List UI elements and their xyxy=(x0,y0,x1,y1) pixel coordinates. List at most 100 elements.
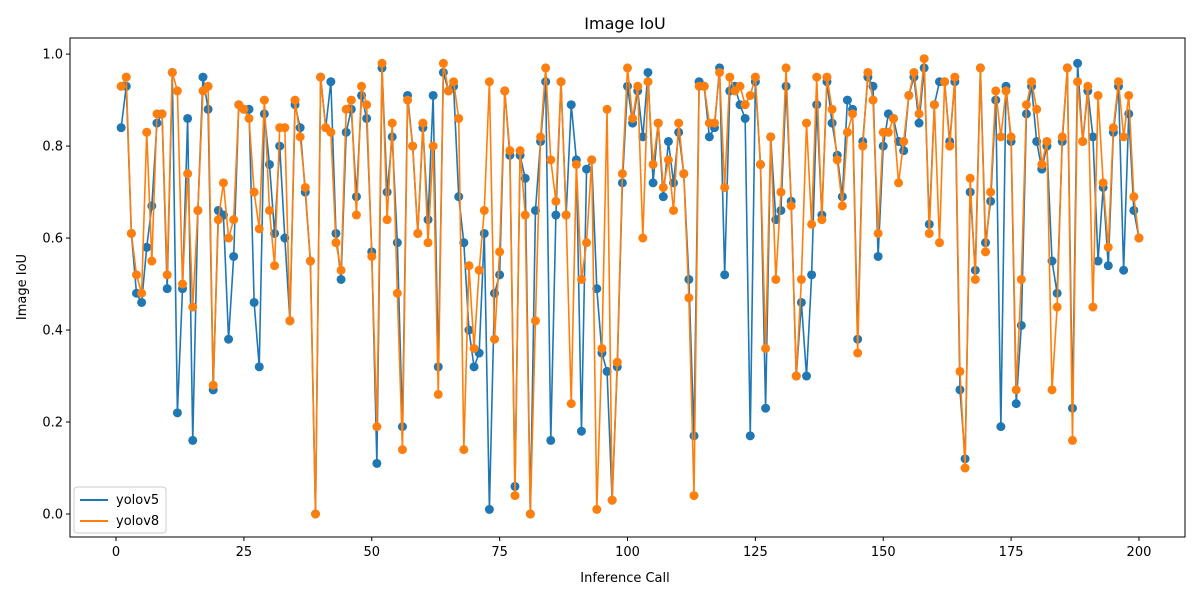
point-yolov8-118 xyxy=(715,67,725,77)
point-yolov8-141 xyxy=(832,155,842,165)
point-yolov8-130 xyxy=(776,187,786,197)
point-yolov5-194 xyxy=(1103,261,1113,271)
point-yolov8-171 xyxy=(986,187,996,197)
x-tick-label-75: 75 xyxy=(491,545,508,560)
point-yolov8-31 xyxy=(270,261,280,271)
point-yolov5-70 xyxy=(469,362,479,372)
point-yolov8-174 xyxy=(1001,86,1011,96)
point-yolov8-120 xyxy=(725,72,735,82)
point-yolov8-198 xyxy=(1124,90,1134,100)
point-yolov5-154 xyxy=(899,146,909,156)
point-yolov5-23 xyxy=(229,251,239,261)
point-yolov5-92 xyxy=(582,164,592,174)
point-yolov5-96 xyxy=(602,366,612,376)
point-yolov8-111 xyxy=(679,169,689,179)
point-yolov8-5 xyxy=(137,288,147,298)
point-yolov8-47 xyxy=(351,210,361,220)
point-yolov8-3 xyxy=(126,228,136,238)
x-tick-label-0: 0 xyxy=(112,545,120,560)
point-yolov5-55 xyxy=(392,238,402,248)
point-yolov8-182 xyxy=(1042,136,1052,146)
point-yolov8-184 xyxy=(1052,302,1062,312)
point-yolov5-134 xyxy=(796,297,806,307)
point-yolov5-143 xyxy=(842,95,852,105)
y-tick-label-2: 0.4 xyxy=(42,324,63,339)
x-tick-label-175: 175 xyxy=(999,545,1024,560)
point-yolov8-109 xyxy=(669,205,679,215)
x-tick-label-200: 200 xyxy=(1127,545,1152,560)
point-yolov8-163 xyxy=(945,141,955,151)
point-yolov5-94 xyxy=(592,284,602,294)
legend-label-yolov8: yolov8 xyxy=(116,514,159,529)
x-tick-label-150: 150 xyxy=(871,545,896,560)
point-yolov5-86 xyxy=(551,210,561,220)
point-yolov5-5 xyxy=(137,297,147,307)
legend: yolov5 yolov8 xyxy=(73,486,167,534)
point-yolov8-104 xyxy=(643,77,653,87)
point-yolov8-66 xyxy=(449,77,459,87)
point-yolov5-192 xyxy=(1093,256,1103,266)
point-yolov5-62 xyxy=(428,90,438,100)
point-yolov5-116 xyxy=(704,132,714,142)
point-yolov5-89 xyxy=(566,100,576,110)
point-yolov8-55 xyxy=(392,288,402,298)
point-yolov8-197 xyxy=(1119,132,1129,142)
point-yolov8-23 xyxy=(229,215,239,225)
point-yolov8-70 xyxy=(469,343,479,353)
point-yolov8-52 xyxy=(377,58,387,68)
point-yolov8-102 xyxy=(633,81,643,91)
point-yolov5-107 xyxy=(658,192,668,202)
point-yolov5-104 xyxy=(643,67,653,77)
point-yolov5-197 xyxy=(1119,265,1129,275)
point-yolov8-60 xyxy=(418,118,428,128)
point-yolov8-172 xyxy=(991,86,1001,96)
point-yolov8-29 xyxy=(259,95,269,105)
point-yolov8-90 xyxy=(571,159,581,169)
point-yolov8-91 xyxy=(576,274,586,284)
point-yolov5-130 xyxy=(776,205,786,215)
point-yolov5-136 xyxy=(807,270,817,280)
point-yolov8-190 xyxy=(1083,81,1093,91)
point-yolov8-12 xyxy=(172,86,182,96)
point-yolov8-108 xyxy=(663,155,673,165)
point-yolov8-101 xyxy=(628,113,638,123)
point-yolov8-143 xyxy=(842,127,852,137)
point-yolov5-127 xyxy=(761,403,771,413)
y-axis-label: Image IoU xyxy=(15,254,30,320)
point-yolov8-149 xyxy=(873,228,883,238)
point-yolov5-68 xyxy=(459,238,469,248)
point-yolov8-194 xyxy=(1103,242,1113,252)
point-yolov8-129 xyxy=(771,274,781,284)
point-yolov8-49 xyxy=(362,100,372,110)
point-yolov8-160 xyxy=(929,100,939,110)
point-yolov8-146 xyxy=(858,141,868,151)
point-yolov8-169 xyxy=(975,63,985,73)
point-yolov5-67 xyxy=(454,192,464,202)
point-yolov8-92 xyxy=(582,238,592,248)
point-yolov8-64 xyxy=(438,58,448,68)
point-yolov8-85 xyxy=(546,155,556,165)
point-yolov8-13 xyxy=(178,279,188,289)
point-yolov8-6 xyxy=(142,127,152,137)
point-yolov8-82 xyxy=(530,316,540,326)
point-yolov8-196 xyxy=(1114,77,1124,87)
point-yolov8-186 xyxy=(1062,63,1072,73)
point-yolov8-175 xyxy=(1006,132,1016,142)
point-yolov8-7 xyxy=(147,256,157,266)
point-yolov5-105 xyxy=(648,178,658,188)
point-yolov8-37 xyxy=(300,182,310,192)
point-yolov8-193 xyxy=(1098,178,1108,188)
series-yolov8 xyxy=(116,54,1144,519)
point-yolov8-181 xyxy=(1037,159,1047,169)
point-yolov8-167 xyxy=(965,173,975,183)
point-yolov8-19 xyxy=(208,380,218,390)
point-yolov8-159 xyxy=(924,228,934,238)
point-yolov8-178 xyxy=(1021,100,1031,110)
point-yolov8-94 xyxy=(592,504,602,514)
point-yolov8-103 xyxy=(638,233,648,243)
point-yolov8-164 xyxy=(950,72,960,82)
point-yolov8-127 xyxy=(761,343,771,353)
point-yolov5-103 xyxy=(638,132,648,142)
point-yolov8-119 xyxy=(720,182,730,192)
point-yolov8-59 xyxy=(413,228,423,238)
